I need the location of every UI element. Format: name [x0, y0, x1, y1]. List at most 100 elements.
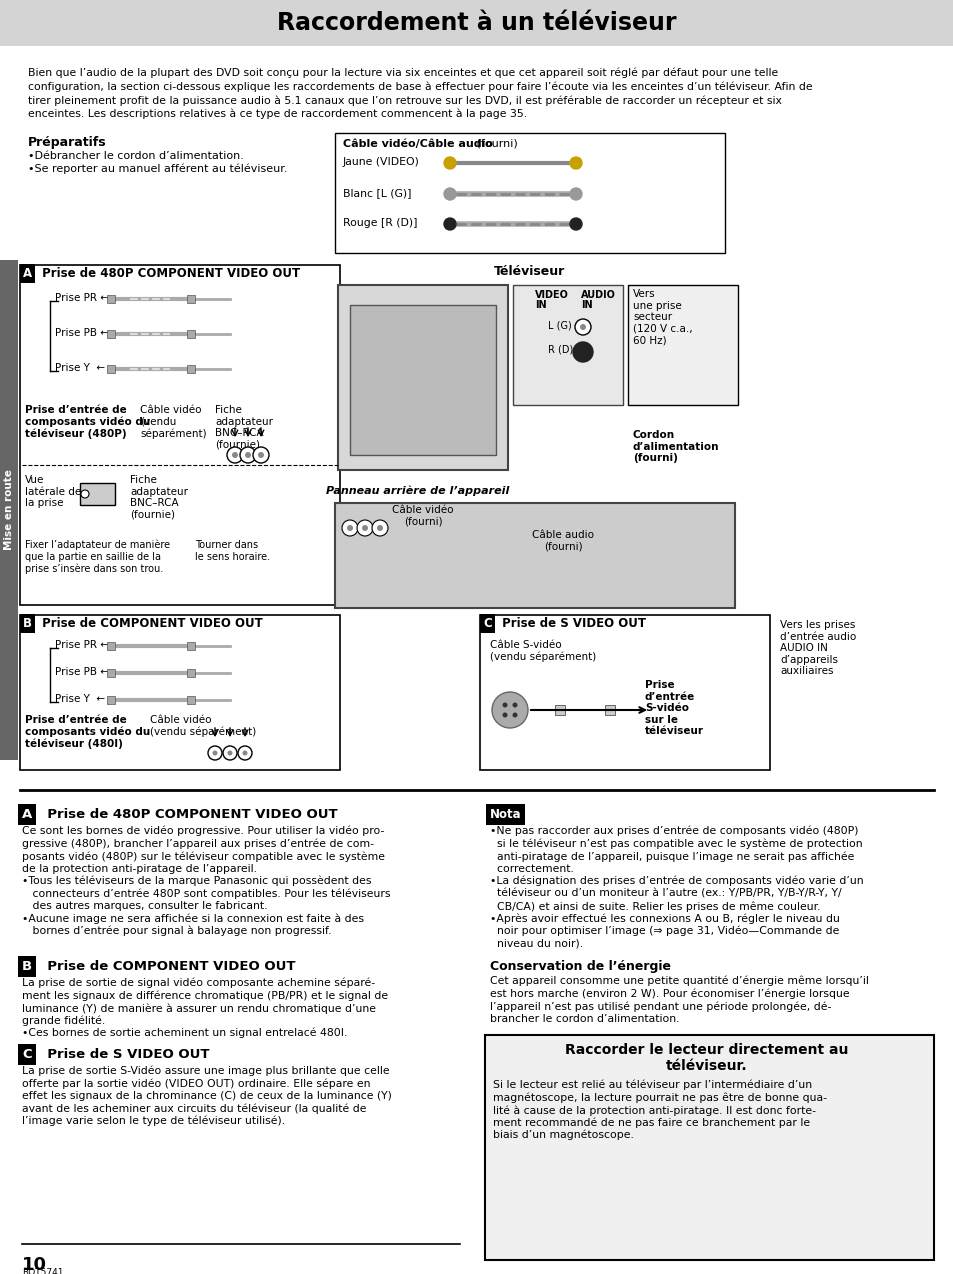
Bar — [335, 503, 734, 608]
Circle shape — [257, 452, 264, 457]
Bar — [484, 1034, 933, 1260]
Bar — [187, 296, 194, 303]
Text: effet les signaux de la chrominance (C) de ceux de la luminance (Y): effet les signaux de la chrominance (C) … — [22, 1091, 392, 1101]
Text: C: C — [22, 1049, 31, 1061]
Bar — [335, 132, 724, 254]
Bar — [187, 696, 194, 705]
Circle shape — [227, 447, 243, 462]
Text: (fourni): (fourni) — [473, 139, 517, 149]
Text: Téléviseur: Téléviseur — [494, 265, 565, 278]
Text: CB/CA) et ainsi de suite. Relier les prises de même couleur.: CB/CA) et ainsi de suite. Relier les pri… — [490, 901, 820, 911]
Text: Fiche
adaptateur
BNC–RCA
(fournie): Fiche adaptateur BNC–RCA (fournie) — [130, 475, 188, 520]
Text: AUDIO: AUDIO — [580, 290, 616, 299]
Text: si le téléviseur n’est pas compatible avec le système de protection: si le téléviseur n’est pas compatible av… — [490, 838, 862, 848]
Text: Blanc [L (G)]: Blanc [L (G)] — [343, 189, 411, 197]
Bar — [513, 285, 622, 405]
Text: VIDEO: VIDEO — [535, 290, 568, 299]
Circle shape — [575, 318, 590, 335]
Bar — [107, 696, 115, 705]
Text: •Ces bornes de sortie acheminent un signal entrelacé 480I.: •Ces bornes de sortie acheminent un sign… — [22, 1028, 347, 1038]
Text: 10: 10 — [22, 1256, 47, 1274]
Text: Prise d’entrée de
composants vidéo du
téléviseur (480P): Prise d’entrée de composants vidéo du té… — [25, 405, 150, 440]
Text: Cet appareil consomme une petite quantité d’énergie même lorsqu’il: Cet appareil consomme une petite quantit… — [490, 976, 868, 986]
Circle shape — [81, 490, 89, 498]
Bar — [479, 615, 769, 769]
Bar — [187, 642, 194, 650]
Text: •Se reporter au manuel afférent au téléviseur.: •Se reporter au manuel afférent au télév… — [28, 164, 287, 175]
Circle shape — [208, 747, 222, 761]
Text: Préparatifs: Préparatifs — [28, 136, 107, 149]
Bar — [187, 669, 194, 676]
Text: Câble audio
(fourni): Câble audio (fourni) — [532, 530, 594, 552]
Bar — [107, 364, 115, 373]
Circle shape — [376, 525, 382, 531]
Text: Bien que l’audio de la plupart des DVD soit conçu pour la lecture via six encein: Bien que l’audio de la plupart des DVD s… — [28, 68, 778, 79]
Text: est hors marche (environ 2 W). Pour économiser l’énergie lorsque: est hors marche (environ 2 W). Pour écon… — [490, 989, 849, 999]
Bar — [350, 304, 496, 455]
Text: tirer pleinement profit de la puissance audio à 5.1 canaux que l’on retrouve sur: tirer pleinement profit de la puissance … — [28, 96, 781, 106]
Text: bornes d’entrée pour signal à balayage non progressif.: bornes d’entrée pour signal à balayage n… — [22, 926, 331, 936]
Text: •La désignation des prises d’entrée de composants vidéo varie d’un: •La désignation des prises d’entrée de c… — [490, 877, 862, 887]
Circle shape — [372, 520, 388, 536]
Text: magnétoscope, la lecture pourrait ne pas être de bonne qua-: magnétoscope, la lecture pourrait ne pas… — [493, 1093, 826, 1103]
Text: que la partie en saillie de la: que la partie en saillie de la — [25, 552, 161, 562]
Text: Fiche
adaptateur
BNC–RCA
(fournie): Fiche adaptateur BNC–RCA (fournie) — [214, 405, 273, 450]
Text: A: A — [23, 268, 32, 280]
Circle shape — [569, 218, 581, 231]
Bar — [187, 330, 194, 338]
Bar — [0, 260, 18, 761]
Text: luminance (Y) de manière à assurer un rendu chromatique d’une: luminance (Y) de manière à assurer un re… — [22, 1003, 375, 1014]
Bar — [80, 483, 115, 505]
Text: de la protection anti-piratage de l’appareil.: de la protection anti-piratage de l’appa… — [22, 864, 256, 874]
Text: Prise de S VIDEO OUT: Prise de S VIDEO OUT — [497, 617, 645, 631]
Bar — [107, 669, 115, 676]
Text: Raccordement à un téléviseur: Raccordement à un téléviseur — [277, 11, 676, 34]
Circle shape — [237, 747, 252, 761]
Circle shape — [569, 189, 581, 200]
Text: anti-piratage de l’appareil, puisque l’image ne serait pas affichée: anti-piratage de l’appareil, puisque l’i… — [490, 851, 854, 861]
Circle shape — [361, 525, 368, 531]
Text: niveau du noir).: niveau du noir). — [490, 939, 582, 949]
Circle shape — [443, 218, 456, 231]
Text: posants vidéo (480P) sur le téléviseur compatible avec le système: posants vidéo (480P) sur le téléviseur c… — [22, 851, 385, 861]
Text: Vers les prises
d’entrée audio
AUDIO IN
d’appareils
auxiliaires: Vers les prises d’entrée audio AUDIO IN … — [780, 620, 856, 676]
Circle shape — [227, 750, 233, 755]
Circle shape — [492, 692, 527, 727]
Bar — [627, 285, 738, 405]
Circle shape — [356, 520, 373, 536]
Bar — [107, 296, 115, 303]
Text: Vers
une prise
secteur
(120 V c.a.,
60 Hz): Vers une prise secteur (120 V c.a., 60 H… — [633, 289, 692, 345]
Text: RQT5741: RQT5741 — [22, 1268, 64, 1274]
Circle shape — [512, 712, 517, 717]
Text: Fixer l’adaptateur de manière: Fixer l’adaptateur de manière — [25, 540, 170, 550]
Text: brancher le cordon d’alimentation.: brancher le cordon d’alimentation. — [490, 1014, 679, 1023]
Bar — [555, 705, 564, 715]
Circle shape — [443, 157, 456, 169]
Text: Prise d’entrée de
composants vidéo du
téléviseur (480I): Prise d’entrée de composants vidéo du té… — [25, 715, 150, 749]
Bar — [0, 0, 953, 46]
Text: l’appareil n’est pas utilisé pendant une période prolongée, dé-: l’appareil n’est pas utilisé pendant une… — [490, 1001, 830, 1012]
Text: La prise de sortie S-Vidéo assure une image plus brillante que celle: La prise de sortie S-Vidéo assure une im… — [22, 1066, 389, 1077]
Text: B: B — [22, 961, 32, 973]
Text: Jaune (VIDEO): Jaune (VIDEO) — [343, 157, 419, 167]
Circle shape — [245, 452, 251, 457]
Text: B: B — [23, 617, 32, 631]
Text: IN: IN — [535, 299, 546, 310]
Circle shape — [569, 157, 581, 169]
Circle shape — [242, 750, 247, 755]
Text: Vue
latérale de
la prise: Vue latérale de la prise — [25, 475, 81, 508]
Bar — [187, 364, 194, 373]
Text: connecteurs d’entrée 480P sont compatibles. Pour les téléviseurs: connecteurs d’entrée 480P sont compatibl… — [22, 888, 390, 899]
Text: A: A — [22, 808, 32, 820]
Text: Câble vidéo
(fourni): Câble vidéo (fourni) — [392, 505, 454, 526]
Text: C: C — [482, 617, 491, 631]
Circle shape — [579, 324, 585, 330]
Text: téléviseur.: téléviseur. — [665, 1059, 747, 1073]
Circle shape — [512, 702, 517, 707]
Text: •Aucune image ne sera affichée si la connexion est faite à des: •Aucune image ne sera affichée si la con… — [22, 913, 364, 924]
Circle shape — [213, 750, 217, 755]
Text: Prise PB ←: Prise PB ← — [55, 668, 109, 676]
Text: Prise Y  ←: Prise Y ← — [55, 363, 105, 373]
Text: le sens horaire.: le sens horaire. — [194, 552, 270, 562]
Bar — [107, 330, 115, 338]
